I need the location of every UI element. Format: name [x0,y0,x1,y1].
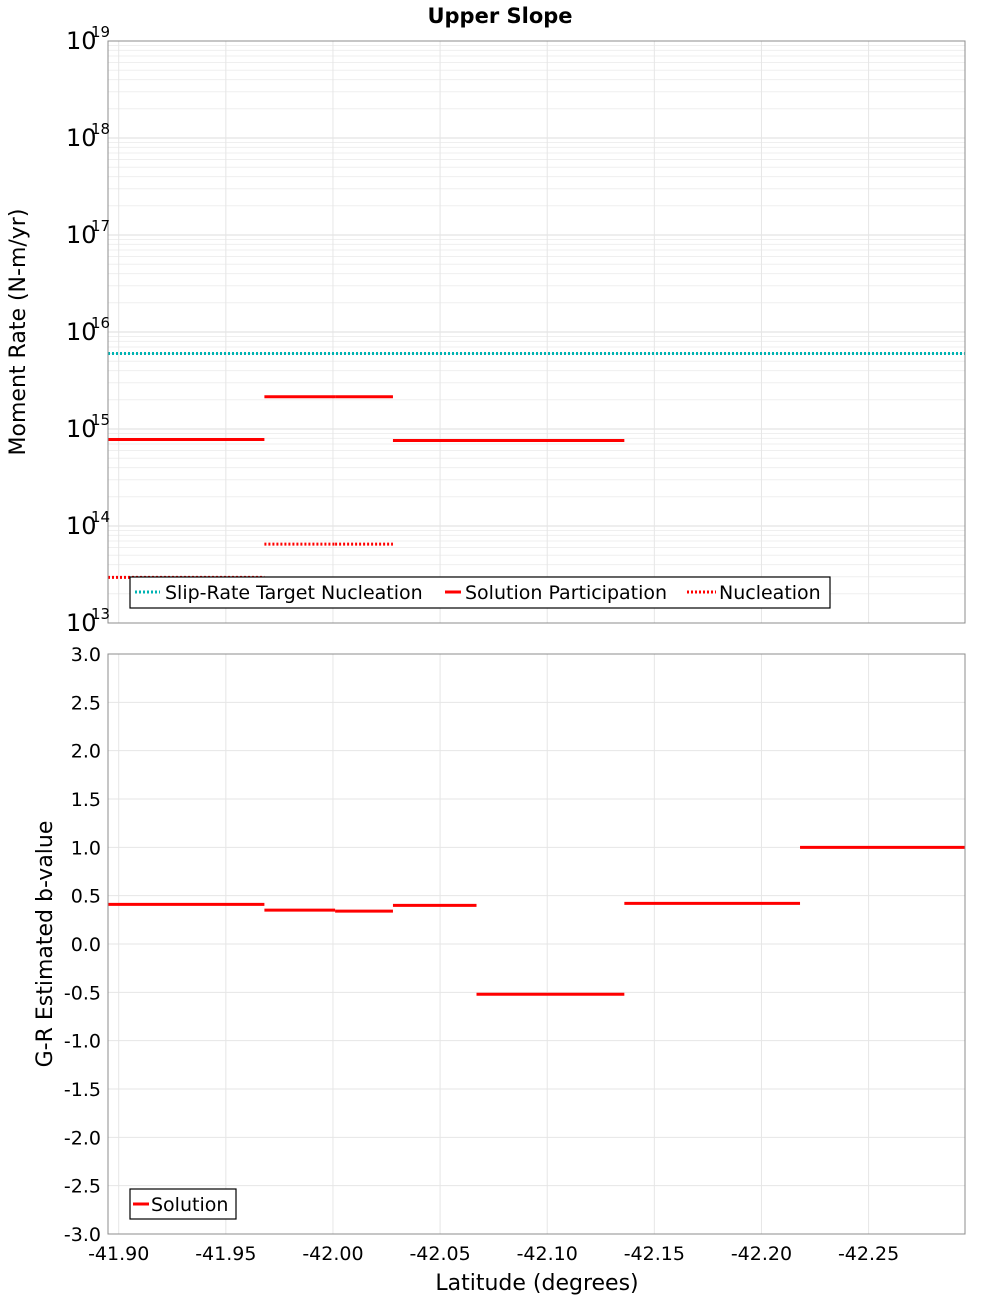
moment-rate-y-axis-label: Moment Rate (N-m/yr) [6,209,31,456]
x-tick-label: -41.90 [88,1243,149,1265]
y-tick-label-base: 10 [66,609,97,637]
legend-participation-label: Solution Participation [465,582,667,604]
y-tick-label-exponent: 18 [91,120,110,138]
legend-solution-label: Solution [151,1194,228,1216]
legend-box [129,576,831,609]
b-value-y-axis-label: G-R Estimated b-value [33,821,58,1068]
y-tick-label: -1.5 [64,1079,101,1101]
x-tick-label: -42.15 [624,1243,685,1265]
b-value-y-ticks: 3.0 2.5 2.0 1.5 1.0 0.5 0.0 -0.5 -1.0 -1.5 -2.0 -2.… [64,644,101,1246]
legend-slip-rate-label: Slip-Rate Target Nucleation [165,582,423,604]
y-tick-label-exponent: 14 [91,508,110,526]
y-tick-label-base: 10 [66,318,97,346]
y-tick-label: 2.5 [71,692,101,714]
moment-rate-legend: Slip-Rate Target Nucleation Solution Par… [129,576,831,609]
y-tick-label: 3.0 [71,644,101,666]
y-tick-label-exponent: 13 [91,605,110,623]
y-tick-label: 2.0 [71,741,101,763]
y-tick-label: -3.0 [64,1224,101,1246]
y-tick-label-exponent: 15 [91,411,110,429]
y-tick-label: -2.0 [64,1127,101,1149]
x-tick-label: -42.10 [517,1243,578,1265]
y-tick-label: -2.5 [64,1176,101,1198]
y-tick-label-base: 10 [66,27,97,55]
y-tick-label-base: 10 [66,415,97,443]
x-tick-label: -41.95 [195,1243,256,1265]
y-tick-label: 1.0 [71,837,101,859]
b-value-gridlines [108,653,965,1235]
x-tick-label: -42.20 [731,1243,792,1265]
y-tick-label: -0.5 [64,982,101,1004]
y-tick-label-base: 10 [66,512,97,540]
moment-rate-plot-border [107,40,966,624]
b-value-plot-border [107,653,966,1235]
legend-nucleation-label: Nucleation [719,582,821,604]
y-tick-label-exponent: 16 [91,314,110,332]
y-tick-label-base: 10 [66,124,97,152]
b-value-series [108,845,965,996]
y-tick-label: -1.0 [64,1031,101,1053]
y-tick-label: 0.5 [71,886,101,908]
b-value-panel: 3.0 2.5 2.0 1.5 1.0 0.5 0.0 -0.5 -1.0 -1.5 -2.0 -2.… [33,644,966,1296]
x-tick-label: -42.25 [838,1243,899,1265]
y-tick-label-base: 10 [66,221,97,249]
x-axis-label: Latitude (degrees) [435,1271,638,1296]
x-axis-ticks: -41.90 -41.95 -42.00 -42.05 -42.10 -42.15 -42.… [88,1243,899,1265]
chart-title: Upper Slope [427,4,572,28]
x-tick-label: -42.05 [409,1243,470,1265]
y-tick-label: 0.0 [71,934,101,956]
y-tick-label-exponent: 17 [91,217,110,235]
x-tick-label: -42.00 [302,1243,363,1265]
b-value-legend: Solution [129,1188,237,1220]
y-tick-label: 1.5 [71,789,101,811]
y-tick-label-exponent: 19 [91,23,110,41]
